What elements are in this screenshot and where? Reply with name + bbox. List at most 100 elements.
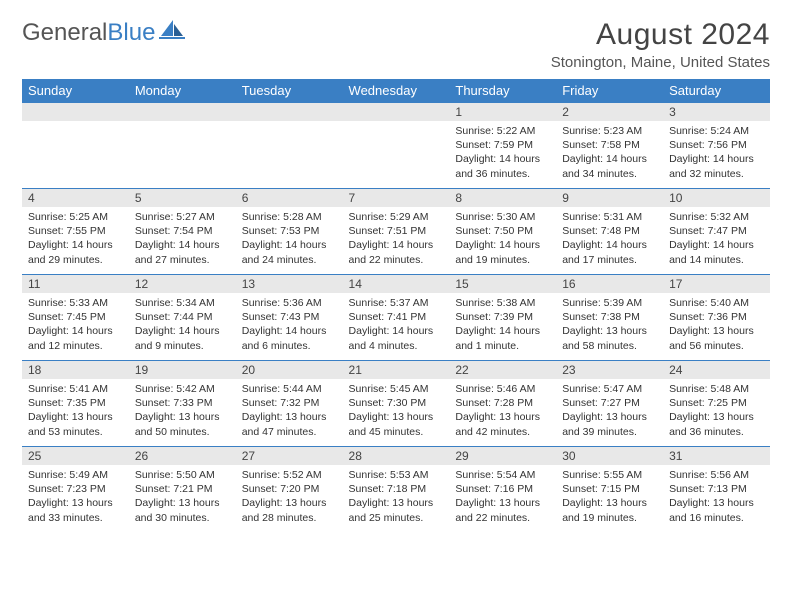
empty-daynum	[236, 103, 343, 121]
daylight-text: Daylight: 14 hours and 34 minutes.	[562, 152, 657, 180]
calendar-table: SundayMondayTuesdayWednesdayThursdayFrid…	[22, 79, 770, 533]
sunrise-text: Sunrise: 5:55 AM	[562, 468, 657, 482]
sunset-text: Sunset: 7:13 PM	[669, 482, 764, 496]
day-details: Sunrise: 5:28 AMSunset: 7:53 PMDaylight:…	[236, 207, 343, 271]
day-number: 7	[343, 189, 450, 207]
day-details: Sunrise: 5:50 AMSunset: 7:21 PMDaylight:…	[129, 465, 236, 529]
day-number: 18	[22, 361, 129, 379]
day-number: 25	[22, 447, 129, 465]
title-block: August 2024 Stonington, Maine, United St…	[551, 18, 770, 71]
daylight-text: Daylight: 14 hours and 9 minutes.	[135, 324, 230, 352]
sunset-text: Sunset: 7:25 PM	[669, 396, 764, 410]
day-cell: 31Sunrise: 5:56 AMSunset: 7:13 PMDayligh…	[663, 447, 770, 533]
sunset-text: Sunset: 7:51 PM	[349, 224, 444, 238]
empty-cell	[22, 103, 129, 189]
sunset-text: Sunset: 7:45 PM	[28, 310, 123, 324]
day-cell: 13 Sunrise: 5:36 AMSunset: 7:43 PMDayligh…	[236, 275, 343, 361]
sunset-text: Sunset: 7:41 PM	[349, 310, 444, 324]
day-header-row: SundayMondayTuesdayWednesdayThursdayFrid…	[22, 79, 770, 103]
day-header-sunday: Sunday	[22, 79, 129, 103]
sunset-text: Sunset: 7:16 PM	[455, 482, 550, 496]
sunrise-text: Sunrise: 5:38 AM	[455, 296, 550, 310]
daylight-text: Daylight: 13 hours and 58 minutes.	[562, 324, 657, 352]
day-details: Sunrise: 5:33 AMSunset: 7:45 PMDaylight:…	[22, 293, 129, 357]
day-header-thursday: Thursday	[449, 79, 556, 103]
empty-cell	[129, 103, 236, 189]
day-number: 11	[22, 275, 129, 293]
sunset-text: Sunset: 7:23 PM	[28, 482, 123, 496]
day-number: 5	[129, 189, 236, 207]
sunset-text: Sunset: 7:54 PM	[135, 224, 230, 238]
header: GeneralBlue August 2024 Stonington, Main…	[22, 18, 770, 71]
location: Stonington, Maine, United States	[551, 54, 770, 71]
daylight-text: Daylight: 14 hours and 12 minutes.	[28, 324, 123, 352]
week-row: 4Sunrise: 5:25 AMSunset: 7:55 PMDaylight…	[22, 189, 770, 275]
day-cell: 6Sunrise: 5:28 AMSunset: 7:53 PMDaylight…	[236, 189, 343, 275]
day-details: Sunrise: 5:38 AMSunset: 7:39 PMDaylight:…	[449, 293, 556, 357]
day-cell: 8Sunrise: 5:30 AMSunset: 7:50 PMDaylight…	[449, 189, 556, 275]
day-number: 23	[556, 361, 663, 379]
daylight-text: Daylight: 14 hours and 6 minutes.	[242, 324, 337, 352]
sunrise-text: Sunrise: 5:40 AM	[669, 296, 764, 310]
day-number: 6	[236, 189, 343, 207]
day-header-friday: Friday	[556, 79, 663, 103]
day-details: Sunrise: 5:48 AMSunset: 7:25 PMDaylight:…	[663, 379, 770, 443]
sunrise-text: Sunrise: 5:31 AM	[562, 210, 657, 224]
day-number: 9	[556, 189, 663, 207]
sunset-text: Sunset: 7:21 PM	[135, 482, 230, 496]
sunrise-text: Sunrise: 5:54 AM	[455, 468, 550, 482]
day-number: 28	[343, 447, 450, 465]
daylight-text: Daylight: 13 hours and 39 minutes.	[562, 410, 657, 438]
day-details: Sunrise: 5:22 AMSunset: 7:59 PMDaylight:…	[449, 121, 556, 185]
sunset-text: Sunset: 7:43 PM	[242, 310, 337, 324]
day-number: 16	[556, 275, 663, 293]
sunrise-text: Sunrise: 5:50 AM	[135, 468, 230, 482]
day-cell: 25Sunrise: 5:49 AMSunset: 7:23 PMDayligh…	[22, 447, 129, 533]
day-details: Sunrise: 5:52 AMSunset: 7:20 PMDaylight:…	[236, 465, 343, 529]
day-number: 4	[22, 189, 129, 207]
sail-icon	[159, 18, 185, 47]
day-number: 12	[129, 275, 236, 293]
day-details: Sunrise: 5:24 AMSunset: 7:56 PMDaylight:…	[663, 121, 770, 185]
sunset-text: Sunset: 7:47 PM	[669, 224, 764, 238]
day-header-wednesday: Wednesday	[343, 79, 450, 103]
sunrise-text: Sunrise: 5:33 AM	[28, 296, 123, 310]
day-cell: 17Sunrise: 5:40 AMSunset: 7:36 PMDayligh…	[663, 275, 770, 361]
day-number: 17	[663, 275, 770, 293]
empty-cell	[236, 103, 343, 189]
sunset-text: Sunset: 7:50 PM	[455, 224, 550, 238]
day-number: 13	[236, 275, 343, 293]
day-details: Sunrise: 5:29 AMSunset: 7:51 PMDaylight:…	[343, 207, 450, 271]
sunrise-text: Sunrise: 5:39 AM	[562, 296, 657, 310]
day-details: Sunrise: 5:55 AMSunset: 7:15 PMDaylight:…	[556, 465, 663, 529]
sunrise-text: Sunrise: 5:36 AM	[242, 296, 337, 310]
daylight-text: Daylight: 14 hours and 32 minutes.	[669, 152, 764, 180]
day-cell: 27Sunrise: 5:52 AMSunset: 7:20 PMDayligh…	[236, 447, 343, 533]
logo-text-2: Blue	[107, 19, 155, 47]
sunrise-text: Sunrise: 5:48 AM	[669, 382, 764, 396]
daylight-text: Daylight: 13 hours and 33 minutes.	[28, 496, 123, 524]
day-details: Sunrise: 5:46 AMSunset: 7:28 PMDaylight:…	[449, 379, 556, 443]
day-cell: 16Sunrise: 5:39 AMSunset: 7:38 PMDayligh…	[556, 275, 663, 361]
daylight-text: Daylight: 13 hours and 47 minutes.	[242, 410, 337, 438]
sunset-text: Sunset: 7:44 PM	[135, 310, 230, 324]
daylight-text: Daylight: 13 hours and 45 minutes.	[349, 410, 444, 438]
daylight-text: Daylight: 14 hours and 22 minutes.	[349, 238, 444, 266]
day-details: Sunrise: 5:44 AMSunset: 7:32 PMDaylight:…	[236, 379, 343, 443]
day-details: Sunrise: 5:54 AMSunset: 7:16 PMDaylight:…	[449, 465, 556, 529]
day-number: 15	[449, 275, 556, 293]
sunset-text: Sunset: 7:32 PM	[242, 396, 337, 410]
day-cell: 10Sunrise: 5:32 AMSunset: 7:47 PMDayligh…	[663, 189, 770, 275]
day-details: Sunrise: 5:37 AMSunset: 7:41 PMDaylight:…	[343, 293, 450, 357]
empty-daynum	[343, 103, 450, 121]
daylight-text: Daylight: 14 hours and 36 minutes.	[455, 152, 550, 180]
daylight-text: Daylight: 13 hours and 16 minutes.	[669, 496, 764, 524]
daylight-text: Daylight: 13 hours and 53 minutes.	[28, 410, 123, 438]
day-cell: 9Sunrise: 5:31 AMSunset: 7:48 PMDaylight…	[556, 189, 663, 275]
sunrise-text: Sunrise: 5:56 AM	[669, 468, 764, 482]
day-cell: 28Sunrise: 5:53 AMSunset: 7:18 PMDayligh…	[343, 447, 450, 533]
day-details: Sunrise: 5:41 AMSunset: 7:35 PMDaylight:…	[22, 379, 129, 443]
day-details: Sunrise: 5:40 AMSunset: 7:36 PMDaylight:…	[663, 293, 770, 357]
day-cell: 15Sunrise: 5:38 AMSunset: 7:39 PMDayligh…	[449, 275, 556, 361]
day-cell: 26Sunrise: 5:50 AMSunset: 7:21 PMDayligh…	[129, 447, 236, 533]
